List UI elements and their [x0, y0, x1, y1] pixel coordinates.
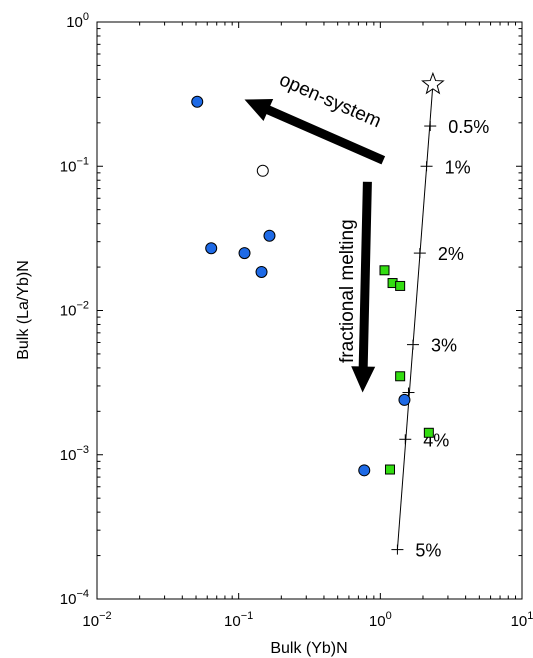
- data-point-square: [395, 371, 406, 382]
- data-point-square: [395, 280, 406, 291]
- x-tick-label: 100: [369, 610, 392, 630]
- melting-percent-label: 5%: [415, 541, 441, 561]
- data-point-circle: [238, 247, 251, 260]
- data-point-square: [384, 464, 395, 475]
- melting-percent-label: 1%: [445, 157, 471, 177]
- data-points: [191, 95, 434, 477]
- y-tick-label: 10−2: [60, 300, 89, 320]
- data-point-circle: [191, 95, 204, 108]
- data-point-square: [423, 427, 434, 438]
- fractional-melting-arrow: [351, 181, 376, 393]
- data-point-circle: [205, 242, 218, 255]
- data-point-square: [379, 265, 390, 276]
- axes: 10−2 10−1 100 101 10−4 10−3 10−2 10−1 100: [60, 11, 533, 630]
- melting-percent-label: 0.5%: [448, 117, 489, 137]
- y-tick-label: 10−1: [60, 155, 89, 175]
- melting-percent-label: 3%: [431, 336, 457, 356]
- y-tick-label: 100: [66, 11, 89, 31]
- melting-curve: 0.5%1%2%3%4%5%: [391, 71, 489, 561]
- data-point-circle: [255, 265, 268, 278]
- data-point-circle: [358, 464, 371, 477]
- star-marker: [421, 71, 445, 95]
- y-axis-title: Bulk (La/Yb)N: [15, 260, 32, 360]
- data-point-open-circle: [256, 164, 269, 177]
- data-point-circle: [263, 229, 276, 242]
- x-axis-title: Bulk (Yb)N: [270, 640, 347, 657]
- melting-percent-label: 2%: [438, 244, 464, 264]
- open-system-arrow: [244, 99, 386, 165]
- y-tick-label: 10−3: [60, 444, 89, 464]
- x-tick-label: 101: [511, 610, 533, 630]
- y-tick-label: 10−4: [60, 588, 89, 608]
- x-tick-label: 10−1: [224, 610, 253, 630]
- fractional-melting-label: fractional melting: [337, 219, 358, 363]
- x-tick-label: 10−2: [82, 610, 111, 630]
- data-point-circle: [398, 393, 411, 406]
- plot-frame: [96, 21, 523, 600]
